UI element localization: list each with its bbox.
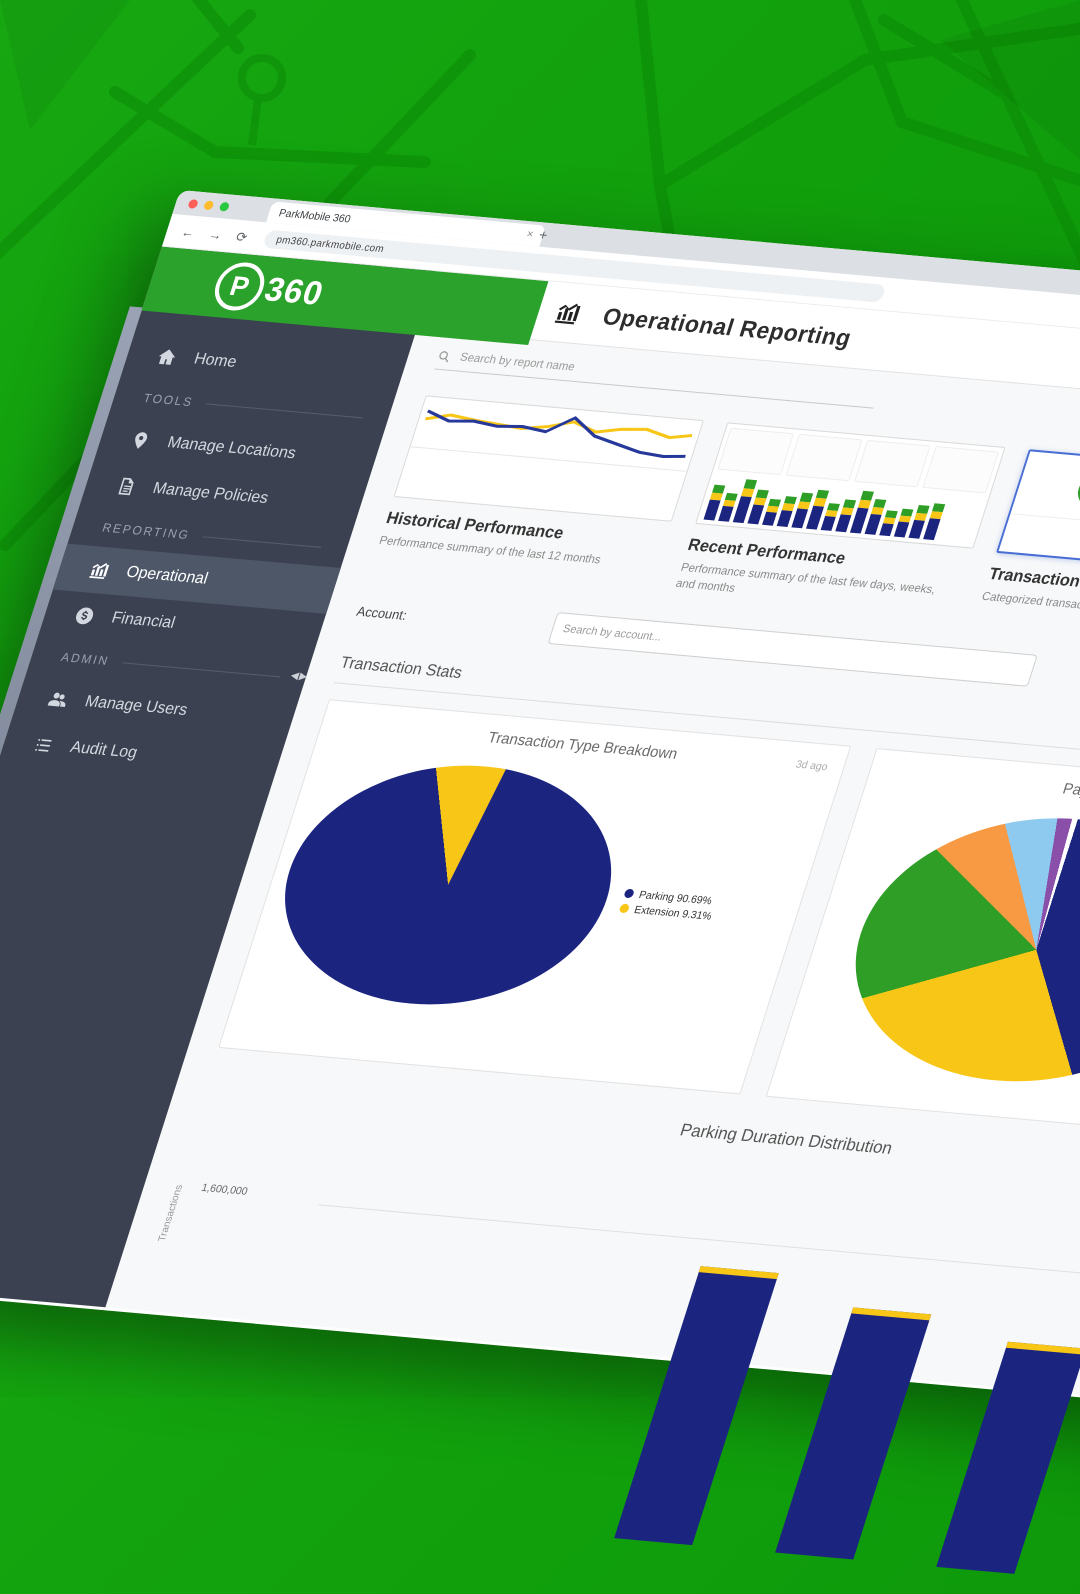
search-icon	[439, 350, 449, 362]
sidebar-item-manage-policies[interactable]: Manage Policies	[79, 460, 367, 530]
sidebar-item-label: Audit Log	[68, 738, 140, 762]
historical-performance-thumbnail	[393, 395, 704, 522]
account-search-input[interactable]	[547, 612, 1038, 687]
parking-duration-section: Parking Duration Distribution 3d ago Tra…	[90, 1078, 1080, 1574]
operational-chart-icon	[89, 563, 110, 580]
pie-legend: Parking 90.69% Extension 9.31%	[617, 884, 719, 925]
sidebar-item-label: Manage Policies	[150, 479, 271, 508]
policies-icon	[118, 477, 134, 496]
report-card-description: Categorized transaction stats for the la…	[980, 590, 1080, 625]
report-search[interactable]	[434, 348, 880, 409]
transaction-type-breakdown-card: Transaction Type Breakdown 3d ago Parkin…	[218, 699, 852, 1095]
sidebar-item-manage-locations[interactable]: Manage Locations	[94, 414, 382, 484]
back-icon[interactable]: ←	[179, 223, 198, 240]
duration-bar	[614, 1266, 779, 1546]
transaction-type-pie-chart	[251, 752, 645, 1018]
legend-dot	[618, 903, 631, 914]
payment-method-pie-chart	[819, 803, 1080, 1097]
sidebar-item-label: Manage Locations	[165, 434, 299, 463]
recent-performance-thumbnail	[695, 422, 1006, 549]
locations-icon	[135, 432, 148, 449]
forward-icon[interactable]: →	[206, 226, 225, 243]
report-card-historical-performance[interactable]: Historical Performance Performance summa…	[372, 395, 704, 589]
y-axis-tick: 1,600,000	[199, 1181, 250, 1198]
app-window: P 360 Home TOOLS Manage Locations	[0, 246, 1080, 1574]
sidebar-item-audit-log[interactable]: Audit Log	[0, 719, 285, 789]
y-axis-label: Transactions	[156, 1184, 186, 1243]
duration-bar	[936, 1341, 1080, 1574]
account-label: Account:	[354, 603, 410, 623]
sidebar-item-operational[interactable]: Operational	[52, 543, 341, 614]
duration-bars	[224, 1135, 1080, 1594]
maximize-window-button[interactable]	[218, 201, 231, 212]
browser-window: ParkMobile 360 × + ← → ⟳ pm360.parkmobil…	[0, 190, 1080, 1574]
sidebar-item-home[interactable]: Home	[121, 330, 409, 400]
sidebar-item-label: Manage Users	[82, 693, 190, 720]
duration-bar	[775, 1307, 932, 1560]
minimize-window-button[interactable]	[203, 199, 215, 210]
divider	[1010, 513, 1080, 539]
parking-duration-bar-chart: Transactions 1,600,000	[90, 1122, 1080, 1574]
sidebar-collapse-handle[interactable]: ◀▶	[289, 670, 310, 683]
main-content: Operational Reporting	[105, 271, 1080, 1574]
parkmobile-360-logo: P 360	[208, 260, 331, 318]
close-window-button[interactable]	[187, 198, 200, 209]
sidebar-item-manage-users[interactable]: Manage Users	[12, 673, 300, 743]
page-header: Operational Reporting	[416, 271, 1080, 437]
sidebar: Home TOOLS Manage Locations Manage Polic…	[0, 246, 436, 1308]
sidebar-item-label: Home	[191, 350, 239, 371]
users-icon	[47, 692, 66, 707]
sidebar-item-label: Operational	[123, 563, 211, 588]
sidebar-item-financial[interactable]: Financial	[38, 589, 326, 659]
mini-pie-chart	[1070, 462, 1080, 523]
legend-dot	[623, 888, 635, 899]
audit-log-icon	[34, 738, 52, 752]
logo-360-text: 360	[260, 269, 329, 312]
transaction-stats-thumbnail	[996, 449, 1080, 578]
report-card-list: Historical Performance Performance summa…	[372, 395, 1080, 668]
home-icon	[158, 349, 176, 365]
financial-dollar-icon	[76, 607, 94, 625]
report-card-recent-performance[interactable]: Recent Performance Performance summary o…	[673, 422, 1006, 616]
page-title: Operational Reporting	[599, 302, 856, 351]
url-text: pm360.parkmobile.com	[274, 234, 386, 255]
operational-reporting-icon	[554, 303, 581, 325]
historical-sparkline-top	[425, 409, 693, 459]
charts-row: Transaction Type Breakdown 3d ago Parkin…	[218, 699, 1080, 1151]
window-controls	[187, 198, 231, 212]
sidebar-item-label: Financial	[109, 609, 178, 632]
refresh-icon[interactable]: ⟳	[234, 228, 250, 245]
